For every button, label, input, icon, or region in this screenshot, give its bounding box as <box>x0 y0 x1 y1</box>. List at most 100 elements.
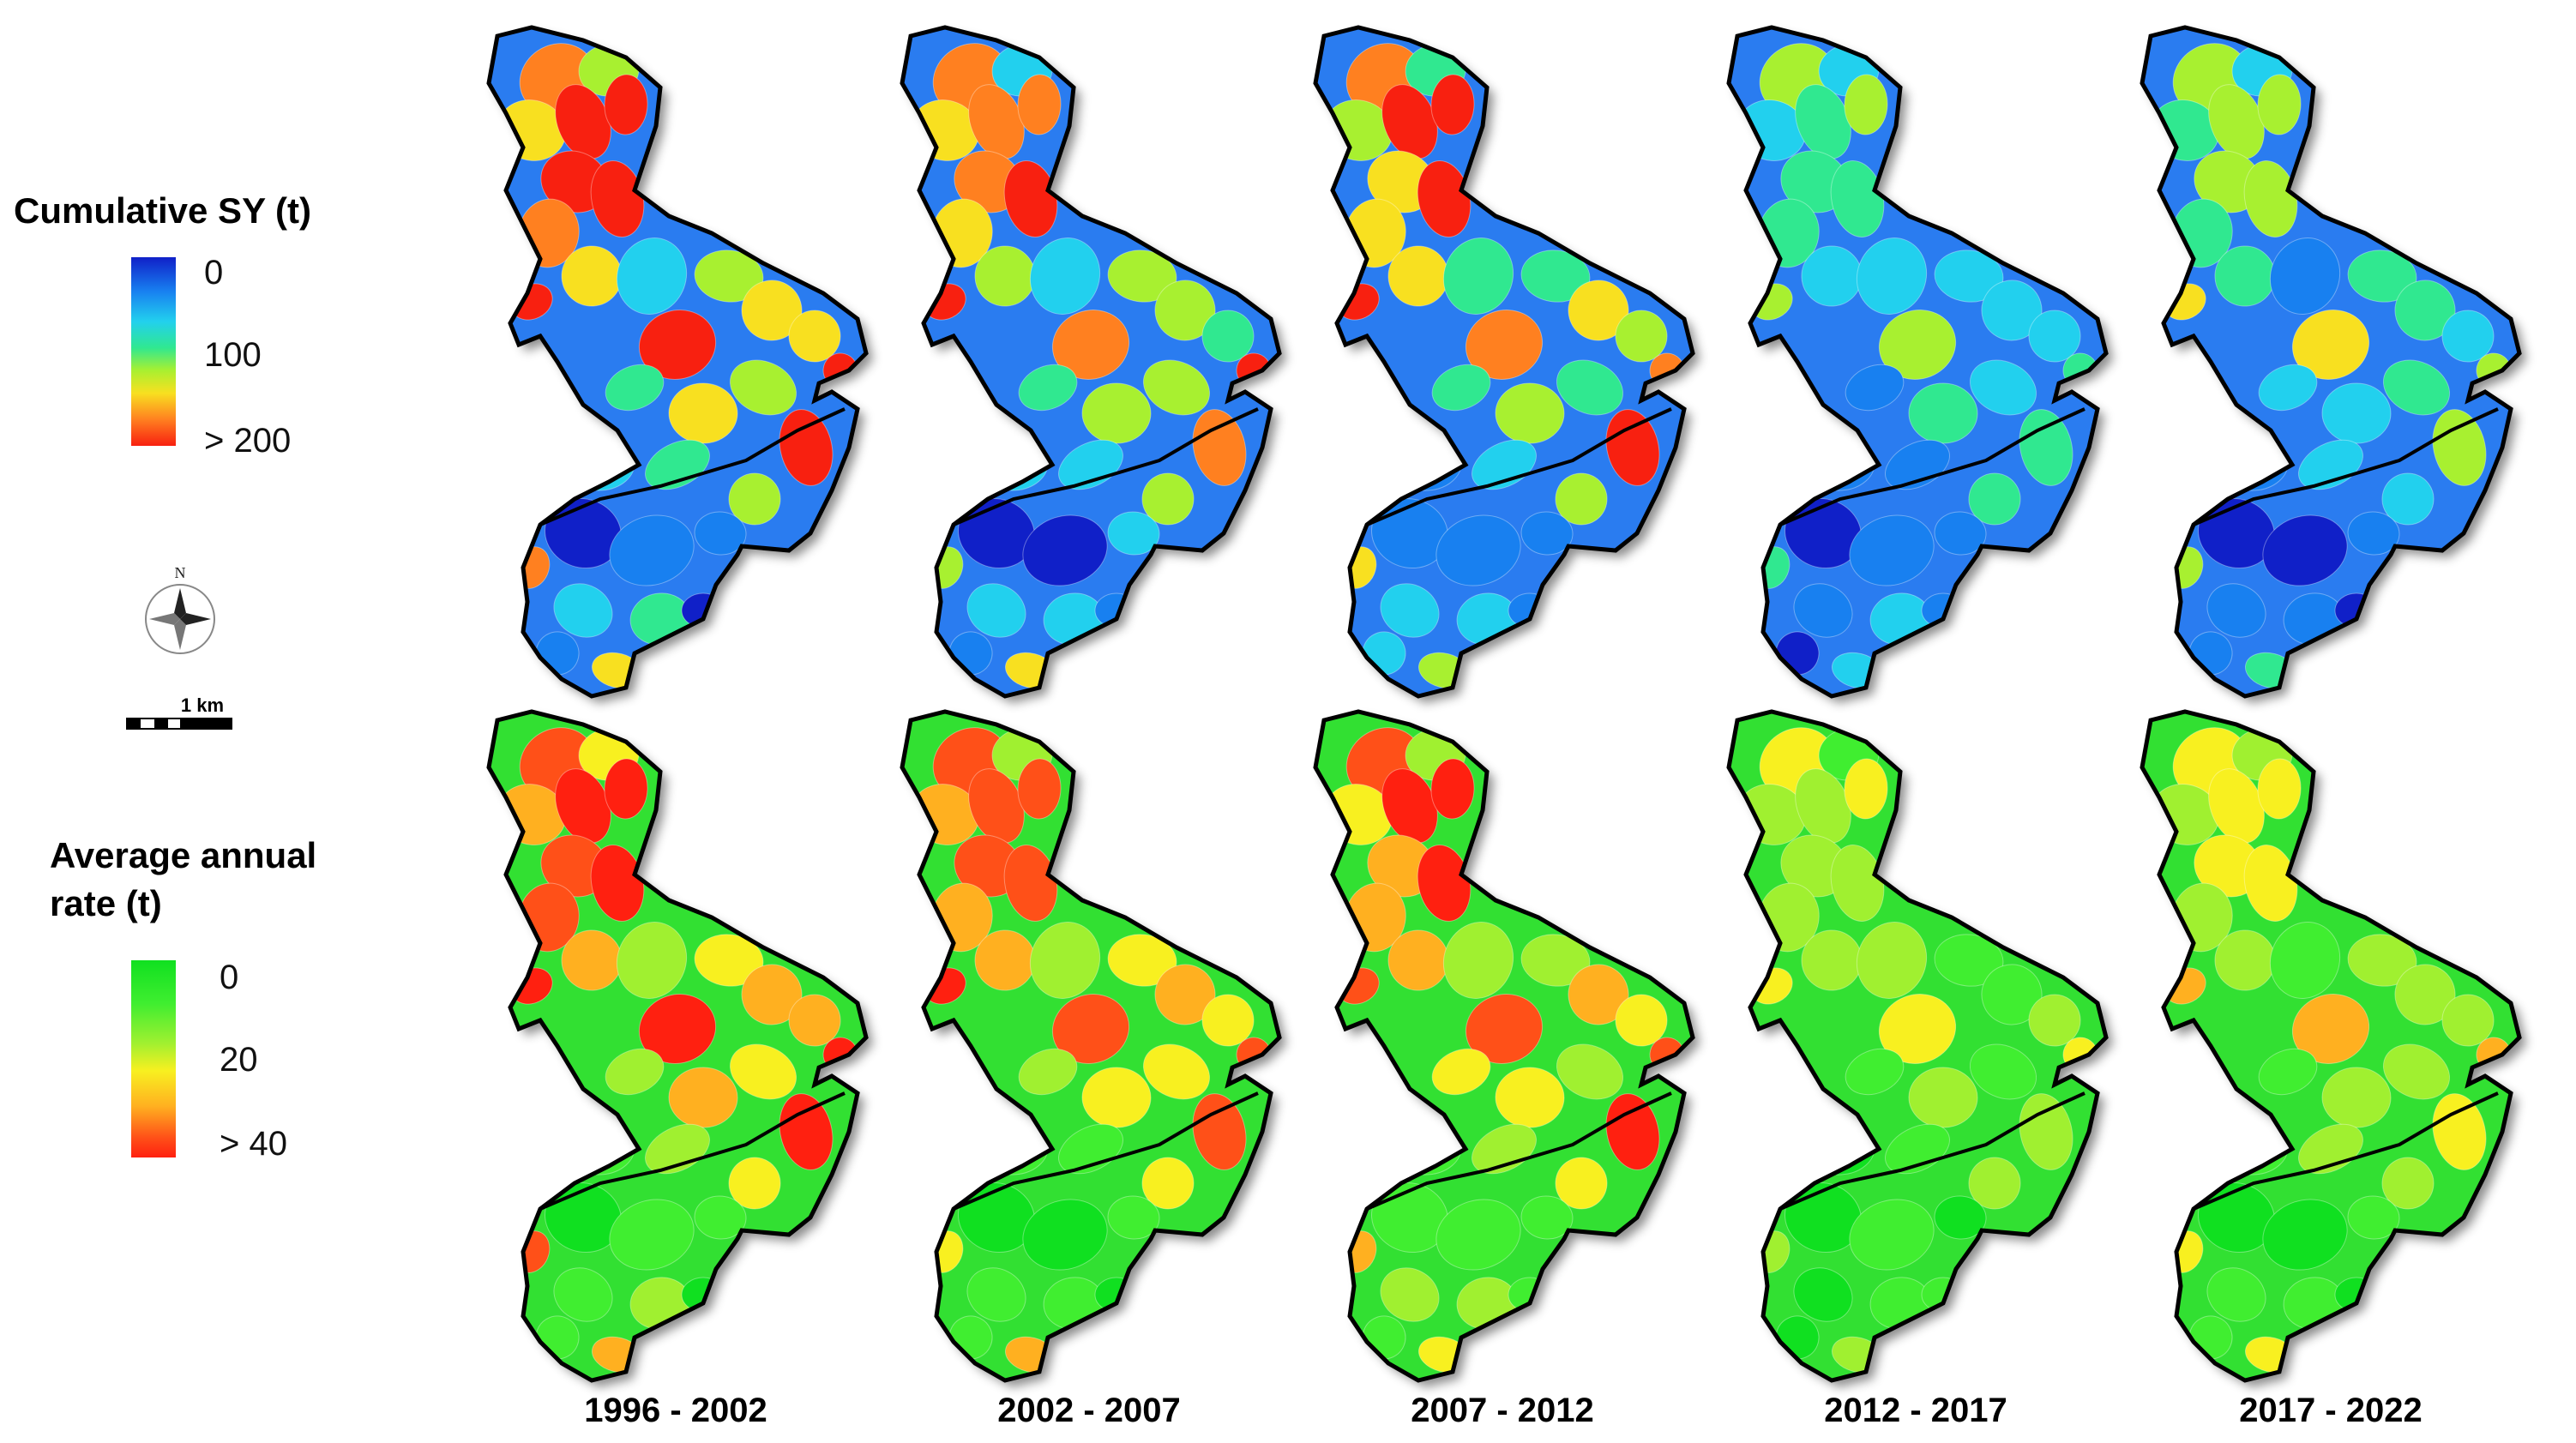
sub-basin-patch <box>1142 1043 1211 1100</box>
sub-basin-patch <box>2028 310 2081 363</box>
sub-basin-patch <box>1934 1195 1987 1240</box>
sub-basin-patch <box>609 514 695 586</box>
catchment-boundary <box>1726 709 2109 1383</box>
sub-basin-patch <box>1969 1043 2037 1100</box>
sub-basin-patch <box>1142 359 1211 416</box>
sub-basin-patch <box>1555 1157 1608 1210</box>
sub-basin-patch <box>1934 511 1987 556</box>
sub-catchment-divide <box>539 1091 846 1211</box>
legend-rate-tick-0: 0 <box>220 959 239 996</box>
sub-basin-patch <box>1856 237 1928 315</box>
sub-basin-patch <box>2347 934 2417 987</box>
sub-basin-patch <box>2432 1093 2487 1170</box>
map-panel-row1-col5 <box>2140 25 2522 699</box>
legend-sy-tick-200: > 200 <box>204 422 292 460</box>
sub-basin-patch <box>966 583 1026 638</box>
sub-basin-patch <box>2432 409 2487 486</box>
sub-basin-patch <box>1081 382 1152 444</box>
sub-basin-patch <box>1908 382 1978 444</box>
sub-basin-patch <box>2206 583 2266 638</box>
period-label-3: 2007 - 2012 <box>1411 1392 1594 1429</box>
sub-basin-patch <box>1107 1195 1160 1240</box>
sub-basin-patch <box>604 74 648 135</box>
sub-basin-patch <box>1107 934 1177 987</box>
scale-bar-label: 1 km <box>181 694 224 716</box>
map-panel-row2-col4 <box>1726 709 2109 1383</box>
sub-basin-patch <box>1878 310 1957 380</box>
map-panel-row1-col3 <box>1313 25 1695 699</box>
sub-basin-patch <box>1029 922 1101 999</box>
sub-catchment-divide <box>1366 1091 1672 1211</box>
sub-basin-patch <box>694 250 764 303</box>
sub-basin-patch <box>1845 364 1905 412</box>
sub-basin-patch <box>1921 1277 1965 1313</box>
sub-basin-patch <box>1465 994 1544 1064</box>
sub-basin-patch <box>2381 472 2435 526</box>
sub-catchment-divide <box>2193 407 2499 526</box>
sub-basin-patch <box>681 1277 725 1313</box>
sub-basin-patch <box>2258 1048 2318 1096</box>
sub-basin-patch <box>1793 583 1853 638</box>
sub-basin-patch <box>1615 994 1668 1047</box>
sub-basin-patch <box>2269 922 2341 999</box>
sub-basin-patch <box>1051 310 1130 380</box>
sub-basin-patch <box>604 758 648 820</box>
sub-basin-patch <box>1934 250 2004 303</box>
sub-basin-patch <box>2382 1043 2451 1100</box>
sub-basin-patch <box>681 592 725 628</box>
sub-basin-patch <box>788 994 841 1047</box>
sub-basin-patch <box>1201 994 1255 1047</box>
map-panel-row2-col5 <box>2140 709 2522 1383</box>
sub-basin-patch <box>616 237 688 315</box>
sub-basin-patch <box>1555 472 1608 526</box>
sub-basin-patch <box>1878 994 1957 1064</box>
sub-basin-patch <box>1556 1043 1624 1100</box>
map-panel-row1-col4 <box>1726 25 2109 699</box>
sub-basin-patch <box>553 583 613 638</box>
sub-basin-patch <box>668 1067 738 1128</box>
sub-basin-patch <box>1029 237 1101 315</box>
sub-basin-patch <box>2347 1195 2400 1240</box>
sub-basin-patch <box>616 922 688 999</box>
sub-basin-patch <box>966 1267 1026 1322</box>
sub-basin-patch <box>1018 364 1078 412</box>
map-panel-row2-col2 <box>900 709 1282 1383</box>
sub-basin-patch <box>2291 994 2370 1064</box>
sub-basin-patch <box>2269 237 2341 315</box>
sub-basin-patch <box>2381 1157 2435 1210</box>
sub-basin-patch <box>1431 1048 1491 1096</box>
sub-catchment-divide <box>953 407 1259 526</box>
sub-basin-patch <box>1430 758 1475 820</box>
sub-basin-patch <box>1380 1267 1440 1322</box>
sub-basin-patch <box>1192 409 1247 486</box>
sub-basin-patch <box>1508 1277 1552 1313</box>
catchment-boundary <box>900 25 1282 699</box>
sub-basin-patch <box>605 364 665 412</box>
catchment-boundary <box>2140 709 2522 1383</box>
sub-catchment-divide <box>1366 407 1672 526</box>
sub-basin-patch <box>2347 511 2400 556</box>
sub-basin-patch <box>1017 74 1062 135</box>
sub-basin-patch <box>1969 359 2037 416</box>
sub-basin-patch <box>2019 409 2073 486</box>
sub-basin-patch <box>609 1199 695 1271</box>
sub-basin-patch <box>1022 1199 1108 1271</box>
sub-basin-patch <box>1921 592 1965 628</box>
sub-basin-patch <box>1018 1048 1078 1096</box>
sub-basin-patch <box>553 1267 613 1322</box>
sub-basin-patch <box>1435 1199 1521 1271</box>
legend-sy-title: Cumulative SY (t) <box>14 190 311 231</box>
sub-basin-patch <box>1520 511 1574 556</box>
sub-basin-patch <box>668 382 738 444</box>
sub-basin-patch <box>1968 472 2021 526</box>
map-panel-row2-col3 <box>1313 709 1695 1383</box>
period-label-1: 1996 - 2002 <box>584 1392 767 1429</box>
sub-basin-patch <box>1615 310 1668 363</box>
catchment-boundary <box>486 25 869 699</box>
sub-basin-patch <box>2019 1093 2073 1170</box>
sub-basin-patch <box>779 1093 834 1170</box>
sub-basin-patch <box>694 1195 747 1240</box>
period-label-2: 2002 - 2007 <box>997 1392 1181 1429</box>
sub-basin-patch <box>1845 1048 1905 1096</box>
sub-basin-patch <box>2206 1267 2266 1322</box>
